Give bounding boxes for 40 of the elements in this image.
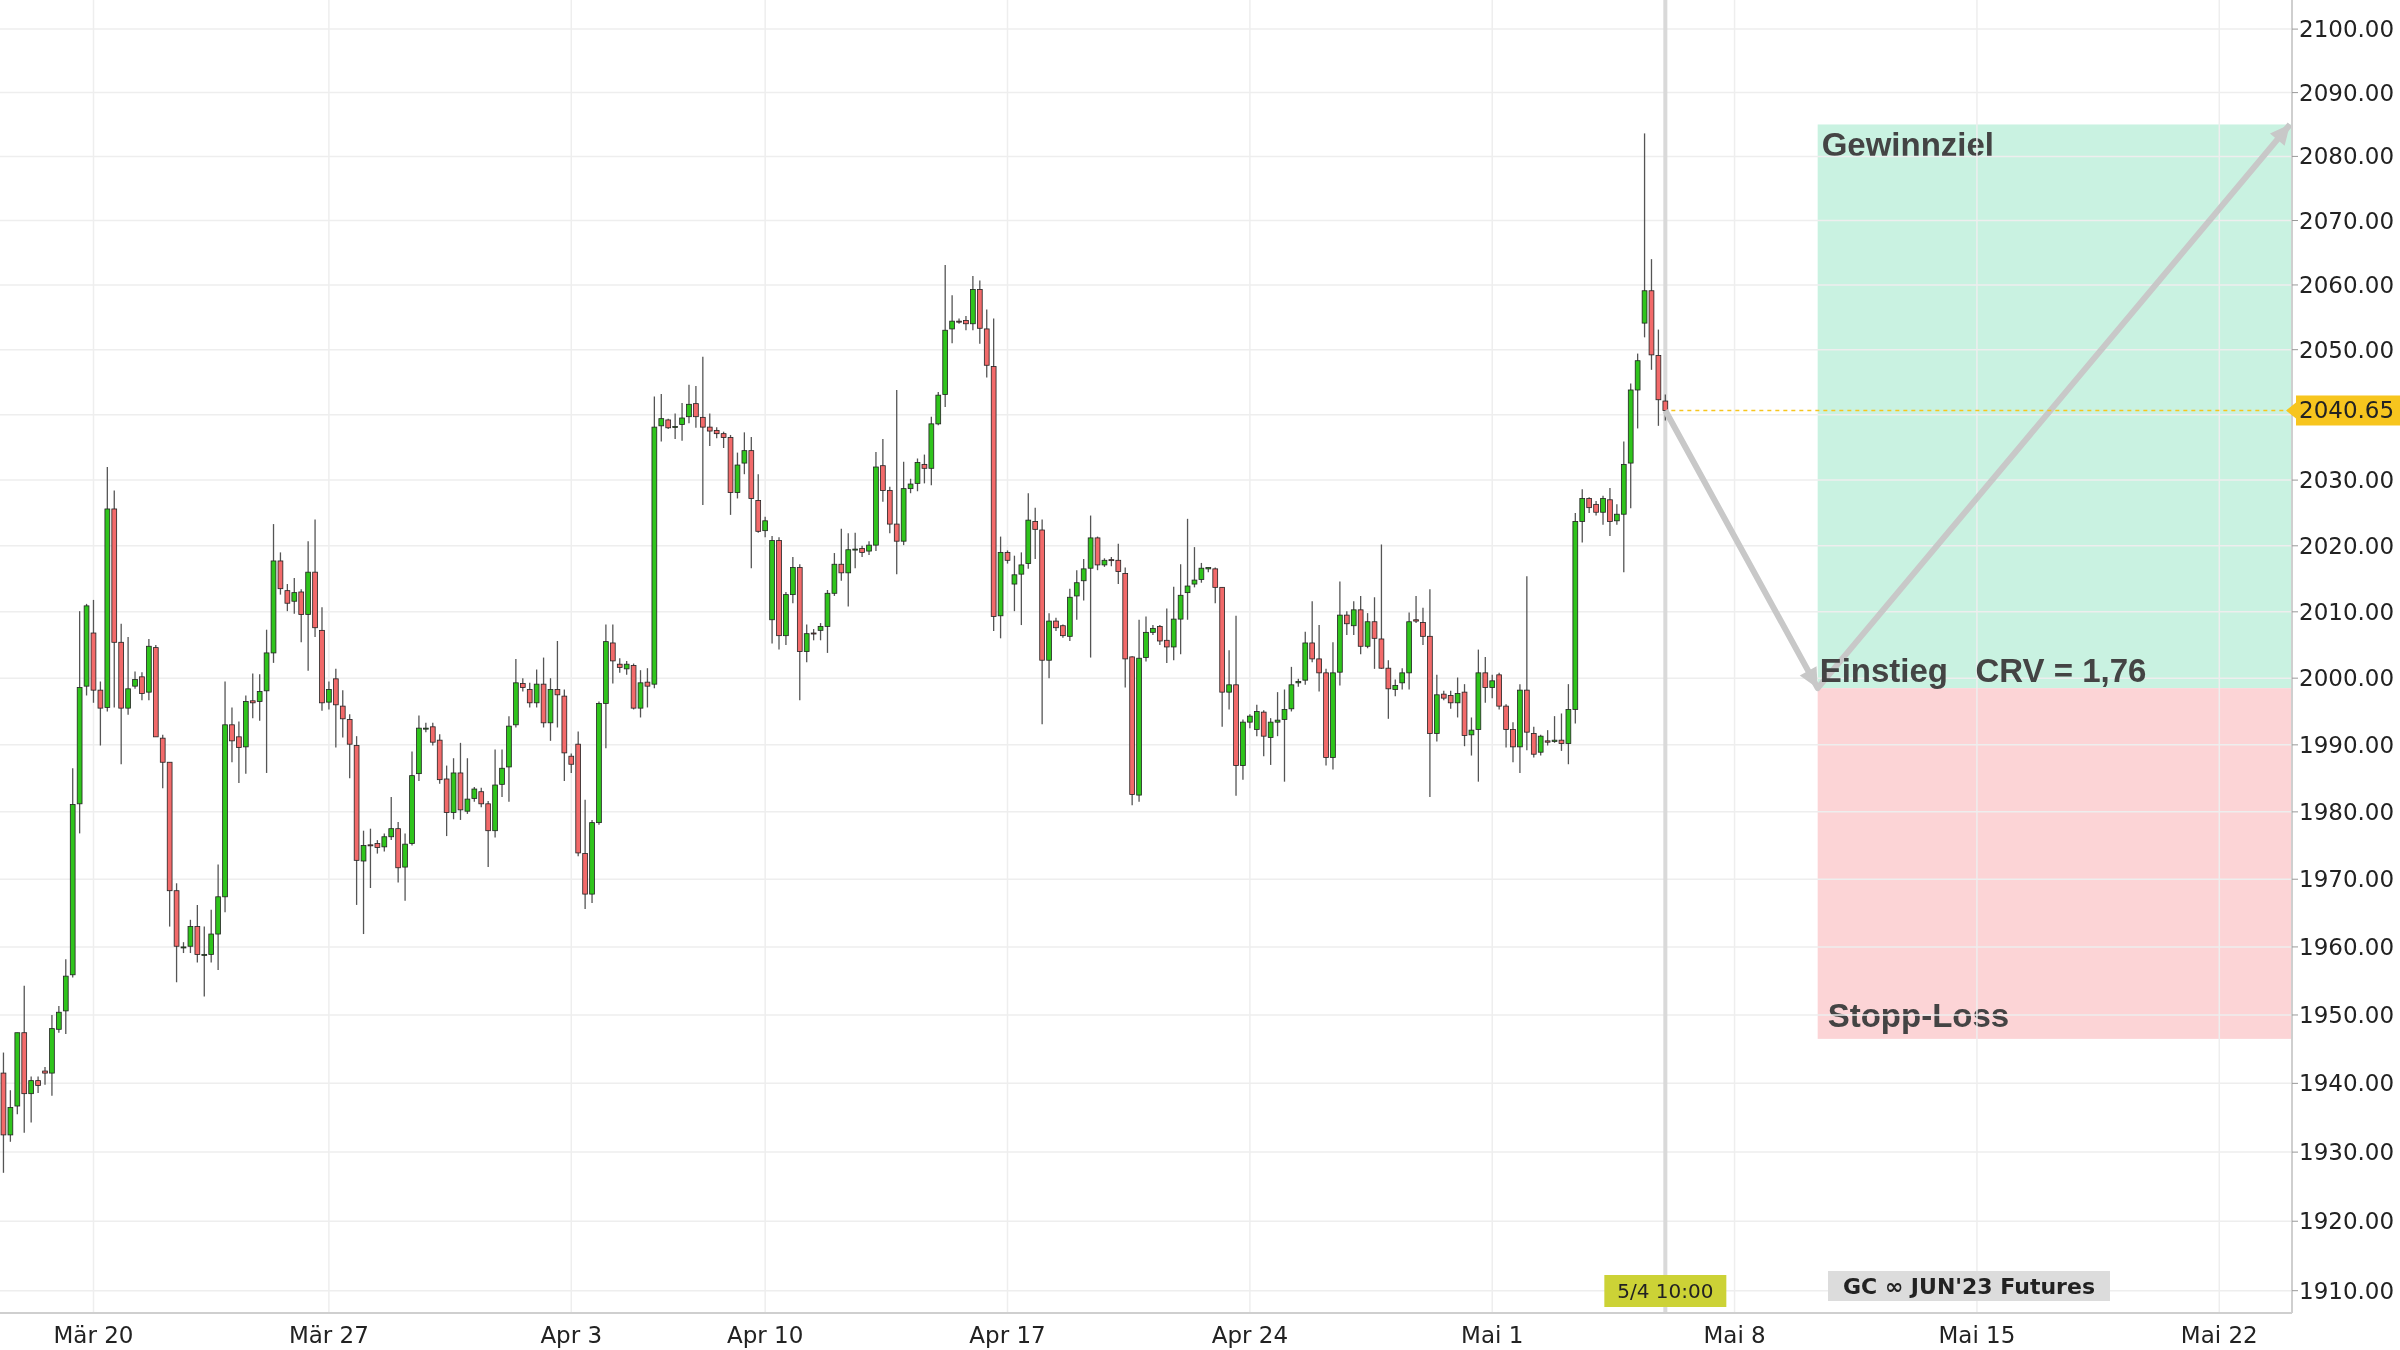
y-tick-label: 1990.00 bbox=[2299, 731, 2395, 758]
x-tick-label: Mai 15 bbox=[1938, 1322, 2016, 1348]
x-tick-label: Mai 8 bbox=[1703, 1322, 1766, 1348]
y-tick-label: 2060.00 bbox=[2299, 271, 2395, 298]
band-label: Stopp-Loss bbox=[1827, 996, 2010, 1034]
x-tick-label: Apr 17 bbox=[969, 1322, 1046, 1348]
annotation: Einstieg CRV = 1,76 bbox=[1819, 652, 2147, 690]
candlestick bbox=[339, 689, 346, 739]
y-tick-label: 1920.00 bbox=[2299, 1208, 2395, 1235]
x-tick-label: Apr 3 bbox=[540, 1322, 603, 1348]
x-tick-label: Mai 1 bbox=[1461, 1322, 1524, 1348]
y-tick-label: 2070.00 bbox=[2299, 207, 2395, 234]
y-tick-label: 2080.00 bbox=[2299, 143, 2395, 170]
y-tick-label: 1970.00 bbox=[2299, 866, 2395, 893]
y-tick-label: 2100.00 bbox=[2299, 16, 2395, 43]
y-tick-label: 2050.00 bbox=[2299, 336, 2395, 363]
x-tick-label: Mär 27 bbox=[288, 1322, 369, 1348]
y-tick-label: 2030.00 bbox=[2299, 467, 2395, 494]
x-tick-label: Mär 20 bbox=[53, 1322, 134, 1348]
x-tick-label: Apr 24 bbox=[1211, 1322, 1289, 1348]
y-tick-label: 2020.00 bbox=[2299, 532, 2395, 559]
annotation: GC ∞ JUN'23 Futures bbox=[1843, 1274, 2095, 1299]
x-tick-label: Mai 22 bbox=[2180, 1322, 2258, 1348]
y-tick-label: 2090.00 bbox=[2299, 79, 2395, 106]
candlestick bbox=[1184, 518, 1191, 621]
x-tick-label: 5/4 10:00 bbox=[1617, 1279, 1714, 1303]
candlestick bbox=[1073, 569, 1080, 621]
y-tick-label: 2010.00 bbox=[2299, 598, 2395, 625]
y-tick-label: 2000.00 bbox=[2299, 665, 2395, 692]
y-tick-label: 1940.00 bbox=[2299, 1070, 2395, 1097]
y-tick-label: 1960.00 bbox=[2299, 933, 2395, 960]
candlestick bbox=[679, 402, 685, 442]
candlestick bbox=[1288, 666, 1295, 713]
x-tick-label: Apr 10 bbox=[726, 1322, 804, 1348]
ref-line-label: 2040.65 bbox=[2299, 397, 2395, 424]
band-label: Gewinnziel bbox=[1821, 126, 1995, 164]
y-tick-label: 1950.00 bbox=[2299, 1001, 2395, 1028]
y-tick-label: 1980.00 bbox=[2299, 798, 2395, 825]
y-tick-label: 1910.00 bbox=[2299, 1277, 2395, 1304]
y-tick-label: 1930.00 bbox=[2299, 1139, 2395, 1166]
